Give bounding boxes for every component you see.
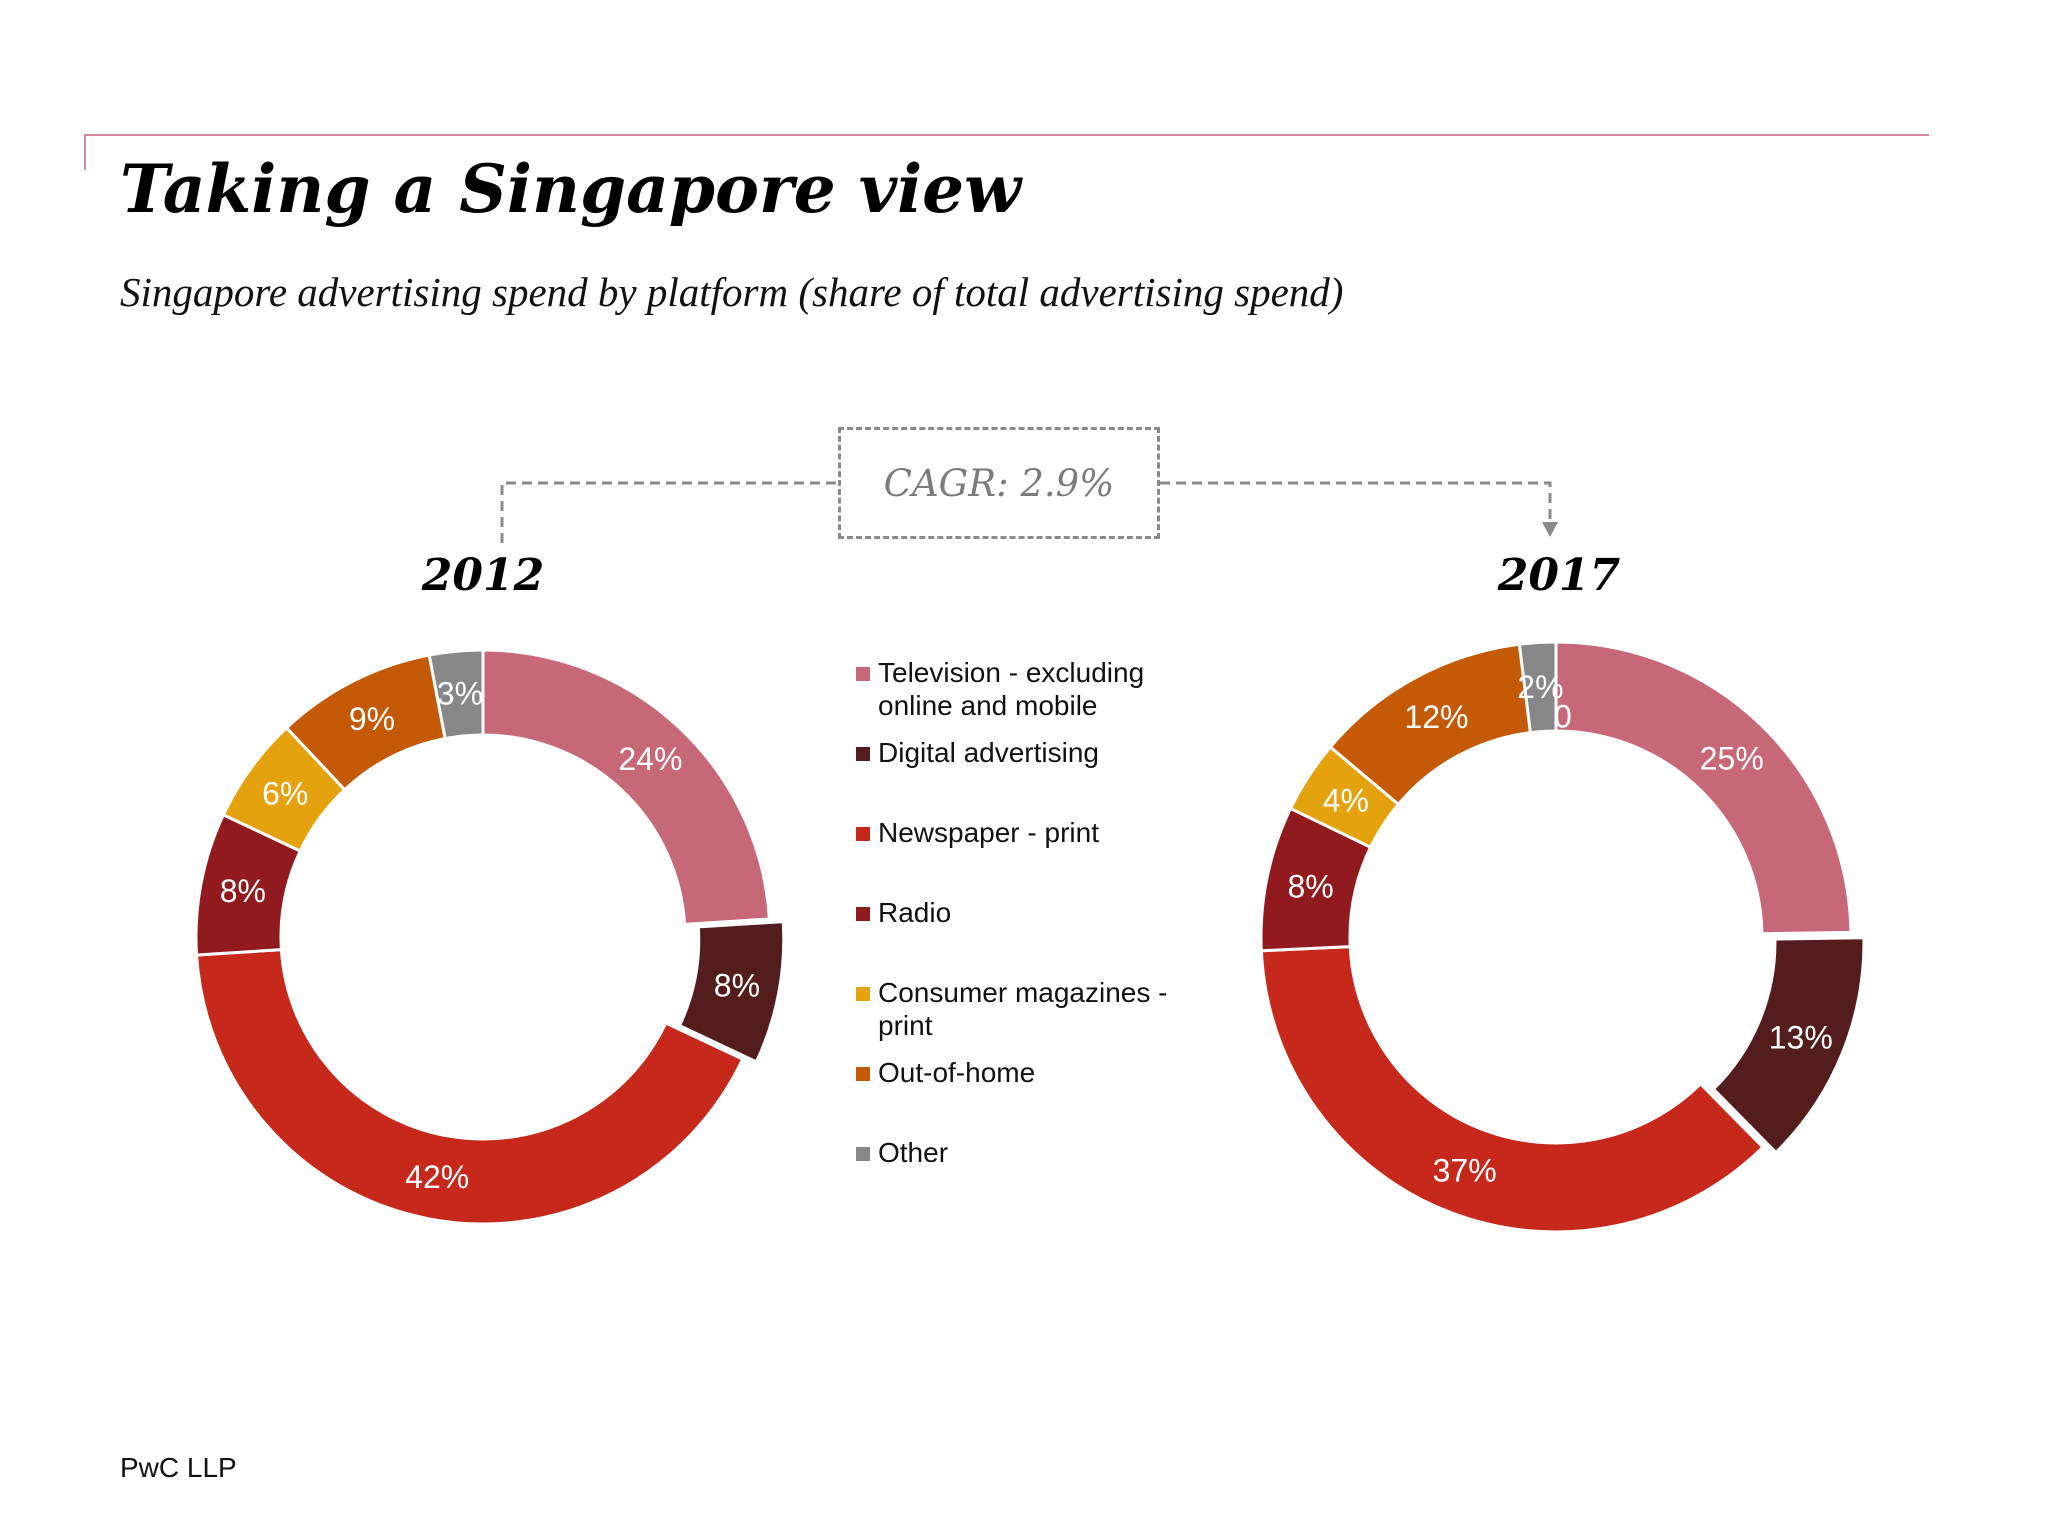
legend-label-line: online and mobile (878, 690, 1098, 721)
year-label-2017: 2017 (1497, 550, 1621, 601)
legend-swatch-other (856, 1147, 870, 1161)
slice-2012-digital-advertising (677, 920, 786, 1064)
donut-2017: 25% 13% 37% 8% 4% 12% 2%0 (1259, 640, 1866, 1234)
slice-2012-other (427, 648, 485, 741)
slice-2017-newspaper-print (1259, 945, 1766, 1234)
chart-subtitle: Singapore advertising spend by platform … (120, 269, 1344, 315)
data-label-2017-out-of-home: 12% (1404, 699, 1468, 735)
footer-source: PwC LLP (120, 1452, 237, 1483)
slice-2017-television-excluding-online-and-mobile (1554, 640, 1853, 936)
legend-label-line: Newspaper - print (878, 817, 1099, 848)
legend-label-magazines: Consumer magazines - print (878, 976, 1167, 1042)
donut-2012: 24% 8% 42% 8% 6% 9% 3% (194, 648, 786, 1226)
legend-swatch-newspaper (856, 827, 870, 841)
data-label-2017-television-excluding-online-and-mobile: 25% (1700, 740, 1764, 776)
data-label-2017-other: 2% (1517, 669, 1563, 705)
legend-label-ooh: Out-of-home (878, 1056, 1035, 1089)
header-rule-tick (84, 134, 86, 170)
data-label-2012-newspaper-print: 42% (405, 1159, 469, 1195)
data-label-2012-digital-advertising: 8% (714, 967, 760, 1003)
legend-label-other: Other (878, 1136, 948, 1169)
legend-label-newspaper: Newspaper - print (878, 816, 1099, 849)
legend-label-line: Out-of-home (878, 1057, 1036, 1088)
cagr-connector-right (1160, 481, 1552, 522)
legend-label-line: Consumer magazines - (878, 977, 1168, 1008)
legend-swatch-magazines (856, 987, 870, 1001)
legend-item-other: Other (856, 1136, 1216, 1169)
slice-2017-other (1517, 640, 1558, 735)
slice-2012-newspaper-print (194, 948, 745, 1226)
data-label-2017-digital-advertising: 13% (1769, 1019, 1833, 1055)
legend-item-radio: Radio (856, 896, 1216, 929)
cagr-connector-left (500, 481, 838, 543)
legend-item-magazines: Consumer magazines - print (856, 976, 1216, 1042)
legend-swatch-radio (856, 907, 870, 921)
cagr-connector (500, 481, 1558, 543)
legend-item-television: Television - excluding online and mobile (856, 656, 1216, 722)
cagr-box: CAGR: 2.9% (838, 427, 1160, 539)
legend-label-line: Digital advertising (878, 737, 1099, 768)
legend-item-ooh: Out-of-home (856, 1056, 1216, 1089)
overlapping-label-2017: 0 (1554, 699, 1572, 735)
legend-label-digital: Digital advertising (878, 736, 1099, 769)
data-label-2012-out-of-home: 9% (349, 701, 395, 737)
legend-item-digital: Digital advertising (856, 736, 1216, 769)
legend-item-newspaper: Newspaper - print (856, 816, 1216, 849)
legend-label-line: Radio (878, 897, 952, 928)
slice-2012-television-excluding-online-and-mobile (481, 648, 772, 926)
legend-swatch-digital (856, 747, 870, 761)
legend-label-radio: Radio (878, 896, 951, 929)
legend-swatch-ooh (856, 1067, 870, 1081)
data-label-2012-radio: 8% (220, 873, 266, 909)
page-title: Taking a Singapore view (120, 150, 1021, 228)
data-label-2012-television-excluding-online-and-mobile: 24% (618, 741, 682, 777)
data-label-2017-consumer-magazines-print: 4% (1323, 783, 1369, 819)
cagr-arrow-head (1542, 522, 1558, 537)
data-label-2017-radio: 8% (1287, 869, 1333, 905)
year-label-2012: 2012 (421, 550, 545, 601)
data-label-2017-newspaper-print: 37% (1433, 1152, 1497, 1188)
legend-label-line: Television - excluding (878, 657, 1145, 688)
legend-swatch-television (856, 667, 870, 681)
header-rule (84, 134, 1929, 136)
legend-label-line: Other (878, 1137, 949, 1168)
data-label-2012-consumer-magazines-print: 6% (262, 775, 308, 811)
legend-label-television: Television - excluding online and mobile (878, 656, 1144, 722)
donut-charts: 24% 8% 42% 8% 6% 9% 3% 25% 13% 37% 8% 4% 12% 2%0 (194, 640, 1866, 1234)
slice-2017-digital-advertising (1711, 936, 1866, 1155)
data-label-2012-other: 3% (437, 676, 483, 712)
legend-label-line: print (878, 1010, 933, 1041)
